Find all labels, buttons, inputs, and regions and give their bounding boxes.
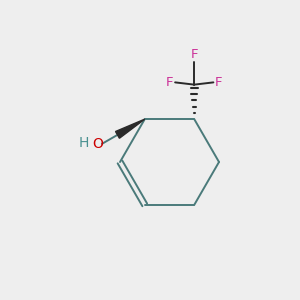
Text: F: F — [190, 48, 198, 61]
Text: F: F — [215, 76, 222, 89]
Text: O: O — [92, 137, 104, 151]
Polygon shape — [116, 119, 145, 138]
Text: F: F — [166, 76, 174, 89]
Text: H: H — [79, 136, 89, 150]
